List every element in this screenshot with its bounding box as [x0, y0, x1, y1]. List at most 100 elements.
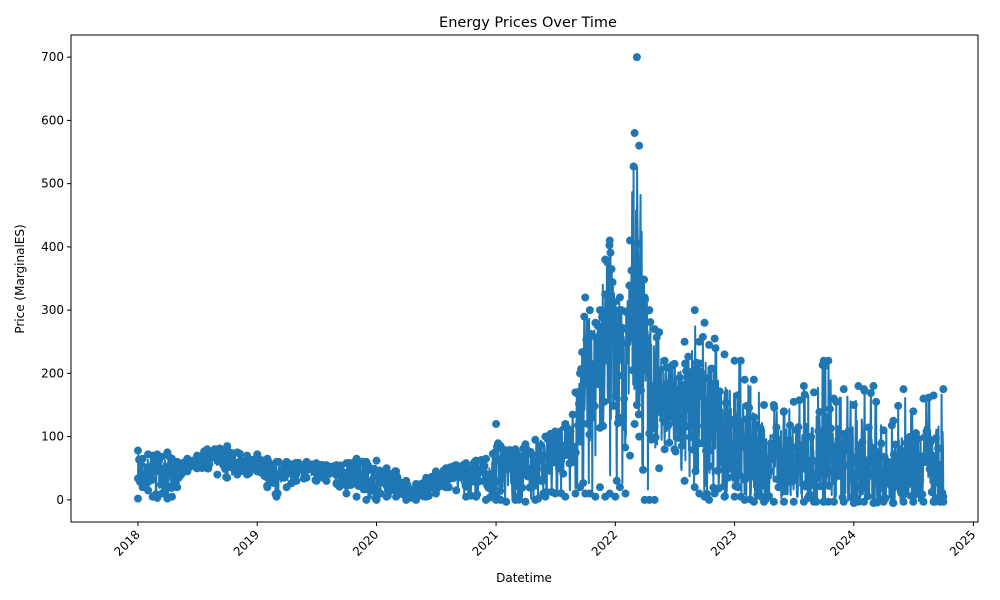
x-axis-label: Datetime — [496, 571, 552, 585]
data-point — [643, 336, 652, 345]
y-tick-label: 600 — [41, 113, 64, 127]
data-point — [235, 449, 244, 458]
data-point — [633, 239, 642, 248]
data-point — [628, 366, 637, 375]
data-point — [538, 477, 547, 486]
data-point — [520, 463, 529, 472]
data-point — [738, 442, 747, 451]
data-point — [668, 361, 677, 370]
data-point — [794, 423, 803, 432]
data-point — [697, 439, 706, 448]
data-point — [606, 248, 615, 257]
data-point — [640, 275, 649, 284]
data-point — [783, 465, 792, 474]
data-point — [352, 457, 361, 466]
y-tick-label: 700 — [41, 50, 64, 64]
data-point — [816, 482, 825, 491]
data-point — [521, 497, 530, 506]
data-point — [765, 492, 774, 501]
data-point — [630, 129, 639, 138]
data-point — [602, 336, 611, 345]
data-point — [452, 486, 461, 495]
data-point — [883, 473, 892, 482]
y-axis: 0 100 200 300 400 500 600 700 — [41, 50, 71, 507]
data-point — [721, 398, 730, 407]
data-point — [888, 498, 897, 507]
data-point — [881, 494, 890, 503]
data-point — [771, 432, 780, 441]
data-point — [700, 397, 709, 406]
data-point — [719, 482, 728, 491]
data-point — [686, 432, 695, 441]
data-point — [728, 440, 737, 449]
data-point — [904, 475, 913, 484]
data-point — [829, 497, 838, 506]
data-point — [524, 470, 533, 479]
data-point — [696, 368, 705, 377]
series-markers — [133, 53, 948, 508]
data-point — [663, 379, 672, 388]
data-point — [473, 490, 482, 499]
data-point — [531, 435, 540, 444]
data-point — [607, 265, 616, 274]
data-point — [574, 399, 583, 408]
data-point — [582, 335, 591, 344]
data-point — [734, 483, 743, 492]
data-point — [793, 464, 802, 473]
data-point — [363, 461, 372, 470]
data-point — [568, 410, 577, 419]
data-point — [826, 424, 835, 433]
data-point — [732, 454, 741, 463]
y-tick-label: 300 — [41, 303, 64, 317]
data-point — [669, 397, 678, 406]
data-point — [459, 460, 468, 469]
data-point — [635, 288, 644, 297]
data-point — [376, 489, 385, 498]
data-point — [809, 388, 818, 397]
data-point — [901, 465, 910, 474]
data-point — [225, 455, 234, 464]
data-point — [557, 489, 566, 498]
data-point — [779, 497, 788, 506]
data-point — [814, 427, 823, 436]
data-point — [609, 401, 618, 410]
data-point — [894, 401, 903, 410]
data-point — [710, 334, 719, 343]
data-point — [600, 397, 609, 406]
data-point — [581, 293, 590, 302]
data-point — [758, 443, 767, 452]
plot-area — [133, 53, 948, 508]
data-point — [583, 419, 592, 428]
data-point — [789, 497, 798, 506]
data-point — [585, 306, 594, 315]
x-tick-label: 2018 — [111, 527, 142, 558]
data-point — [627, 266, 636, 275]
data-point — [906, 454, 915, 463]
data-point — [639, 465, 648, 474]
data-point — [735, 471, 744, 480]
data-point — [872, 397, 881, 406]
data-point — [711, 344, 720, 353]
data-point — [720, 350, 729, 359]
data-point — [691, 467, 700, 476]
data-point — [900, 459, 909, 468]
data-point — [168, 466, 177, 475]
data-point — [605, 241, 614, 250]
data-point — [263, 481, 272, 490]
data-point — [147, 476, 156, 485]
x-tick-label: 2022 — [589, 527, 620, 558]
data-point — [798, 441, 807, 450]
data-point — [611, 306, 620, 315]
data-point — [733, 391, 742, 400]
data-point — [720, 492, 729, 501]
data-point — [838, 493, 847, 502]
data-point — [641, 295, 650, 304]
data-point — [939, 385, 948, 394]
data-point — [849, 400, 858, 409]
data-point — [777, 450, 786, 459]
data-point — [615, 293, 624, 302]
data-point — [891, 440, 900, 449]
data-point — [680, 337, 689, 346]
series-layer — [133, 53, 948, 508]
data-point — [222, 473, 231, 482]
